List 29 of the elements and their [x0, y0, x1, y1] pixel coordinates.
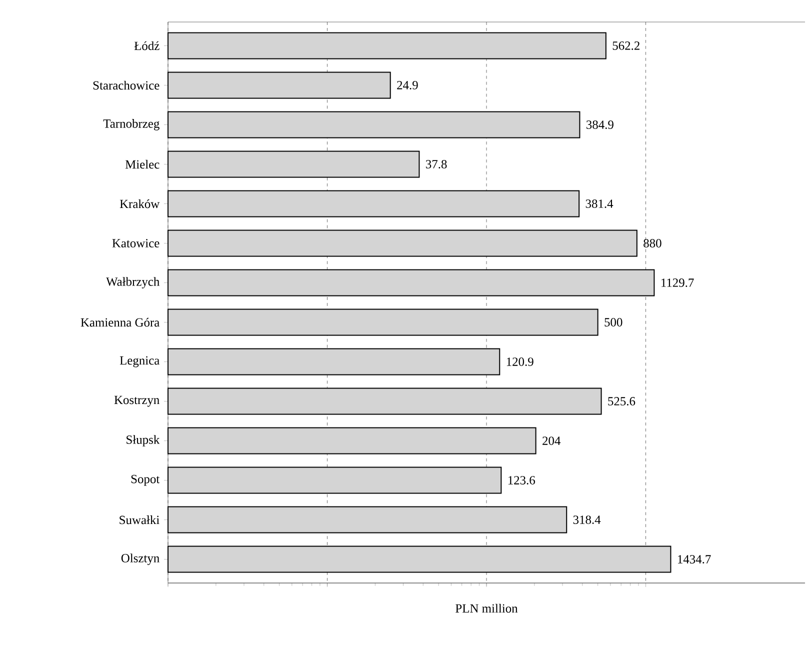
y-tick-label: Mielec — [125, 160, 160, 169]
y-tick-label: Olsztyn — [121, 554, 160, 565]
data-label: 204 — [542, 436, 560, 445]
data-label: 1129.7 — [661, 278, 694, 287]
data-label: 37.8 — [426, 160, 447, 168]
y-tick-label: Suwałki — [120, 515, 160, 524]
data-label: 562.2 — [612, 41, 640, 50]
data-label: 318.4 — [573, 516, 601, 524]
data-label: 381.4 — [586, 200, 614, 208]
data-label: 1434.7 — [678, 555, 711, 564]
y-tick-label: Starachowice — [93, 80, 160, 90]
data-label: 500 — [604, 318, 622, 326]
data-label: 123.6 — [508, 476, 536, 484]
data-label: 384.9 — [586, 120, 614, 129]
data-label: 24.9 — [397, 80, 418, 90]
data-label: 880 — [644, 239, 662, 248]
y-tick-label: Kraków — [120, 199, 160, 208]
y-tick-label: Sopot — [131, 474, 160, 486]
x-axis-title: PLN million — [456, 604, 518, 613]
y-tick-label: Wałbrzych — [106, 277, 160, 288]
y-tick-label: Kamienna Góra — [80, 318, 160, 327]
data-label: 525.6 — [608, 397, 636, 406]
y-tick-label: Łódź — [134, 41, 160, 50]
y-tick-label: Legnica — [120, 356, 160, 368]
y-tick-label: Tarnobrzeg — [103, 119, 160, 130]
y-tick-label: Słupsk — [126, 435, 160, 446]
y-tick-label: Kostrzyn — [114, 396, 160, 407]
y-tick-label: Katowice — [112, 239, 160, 248]
data-label: 120.9 — [506, 358, 534, 366]
